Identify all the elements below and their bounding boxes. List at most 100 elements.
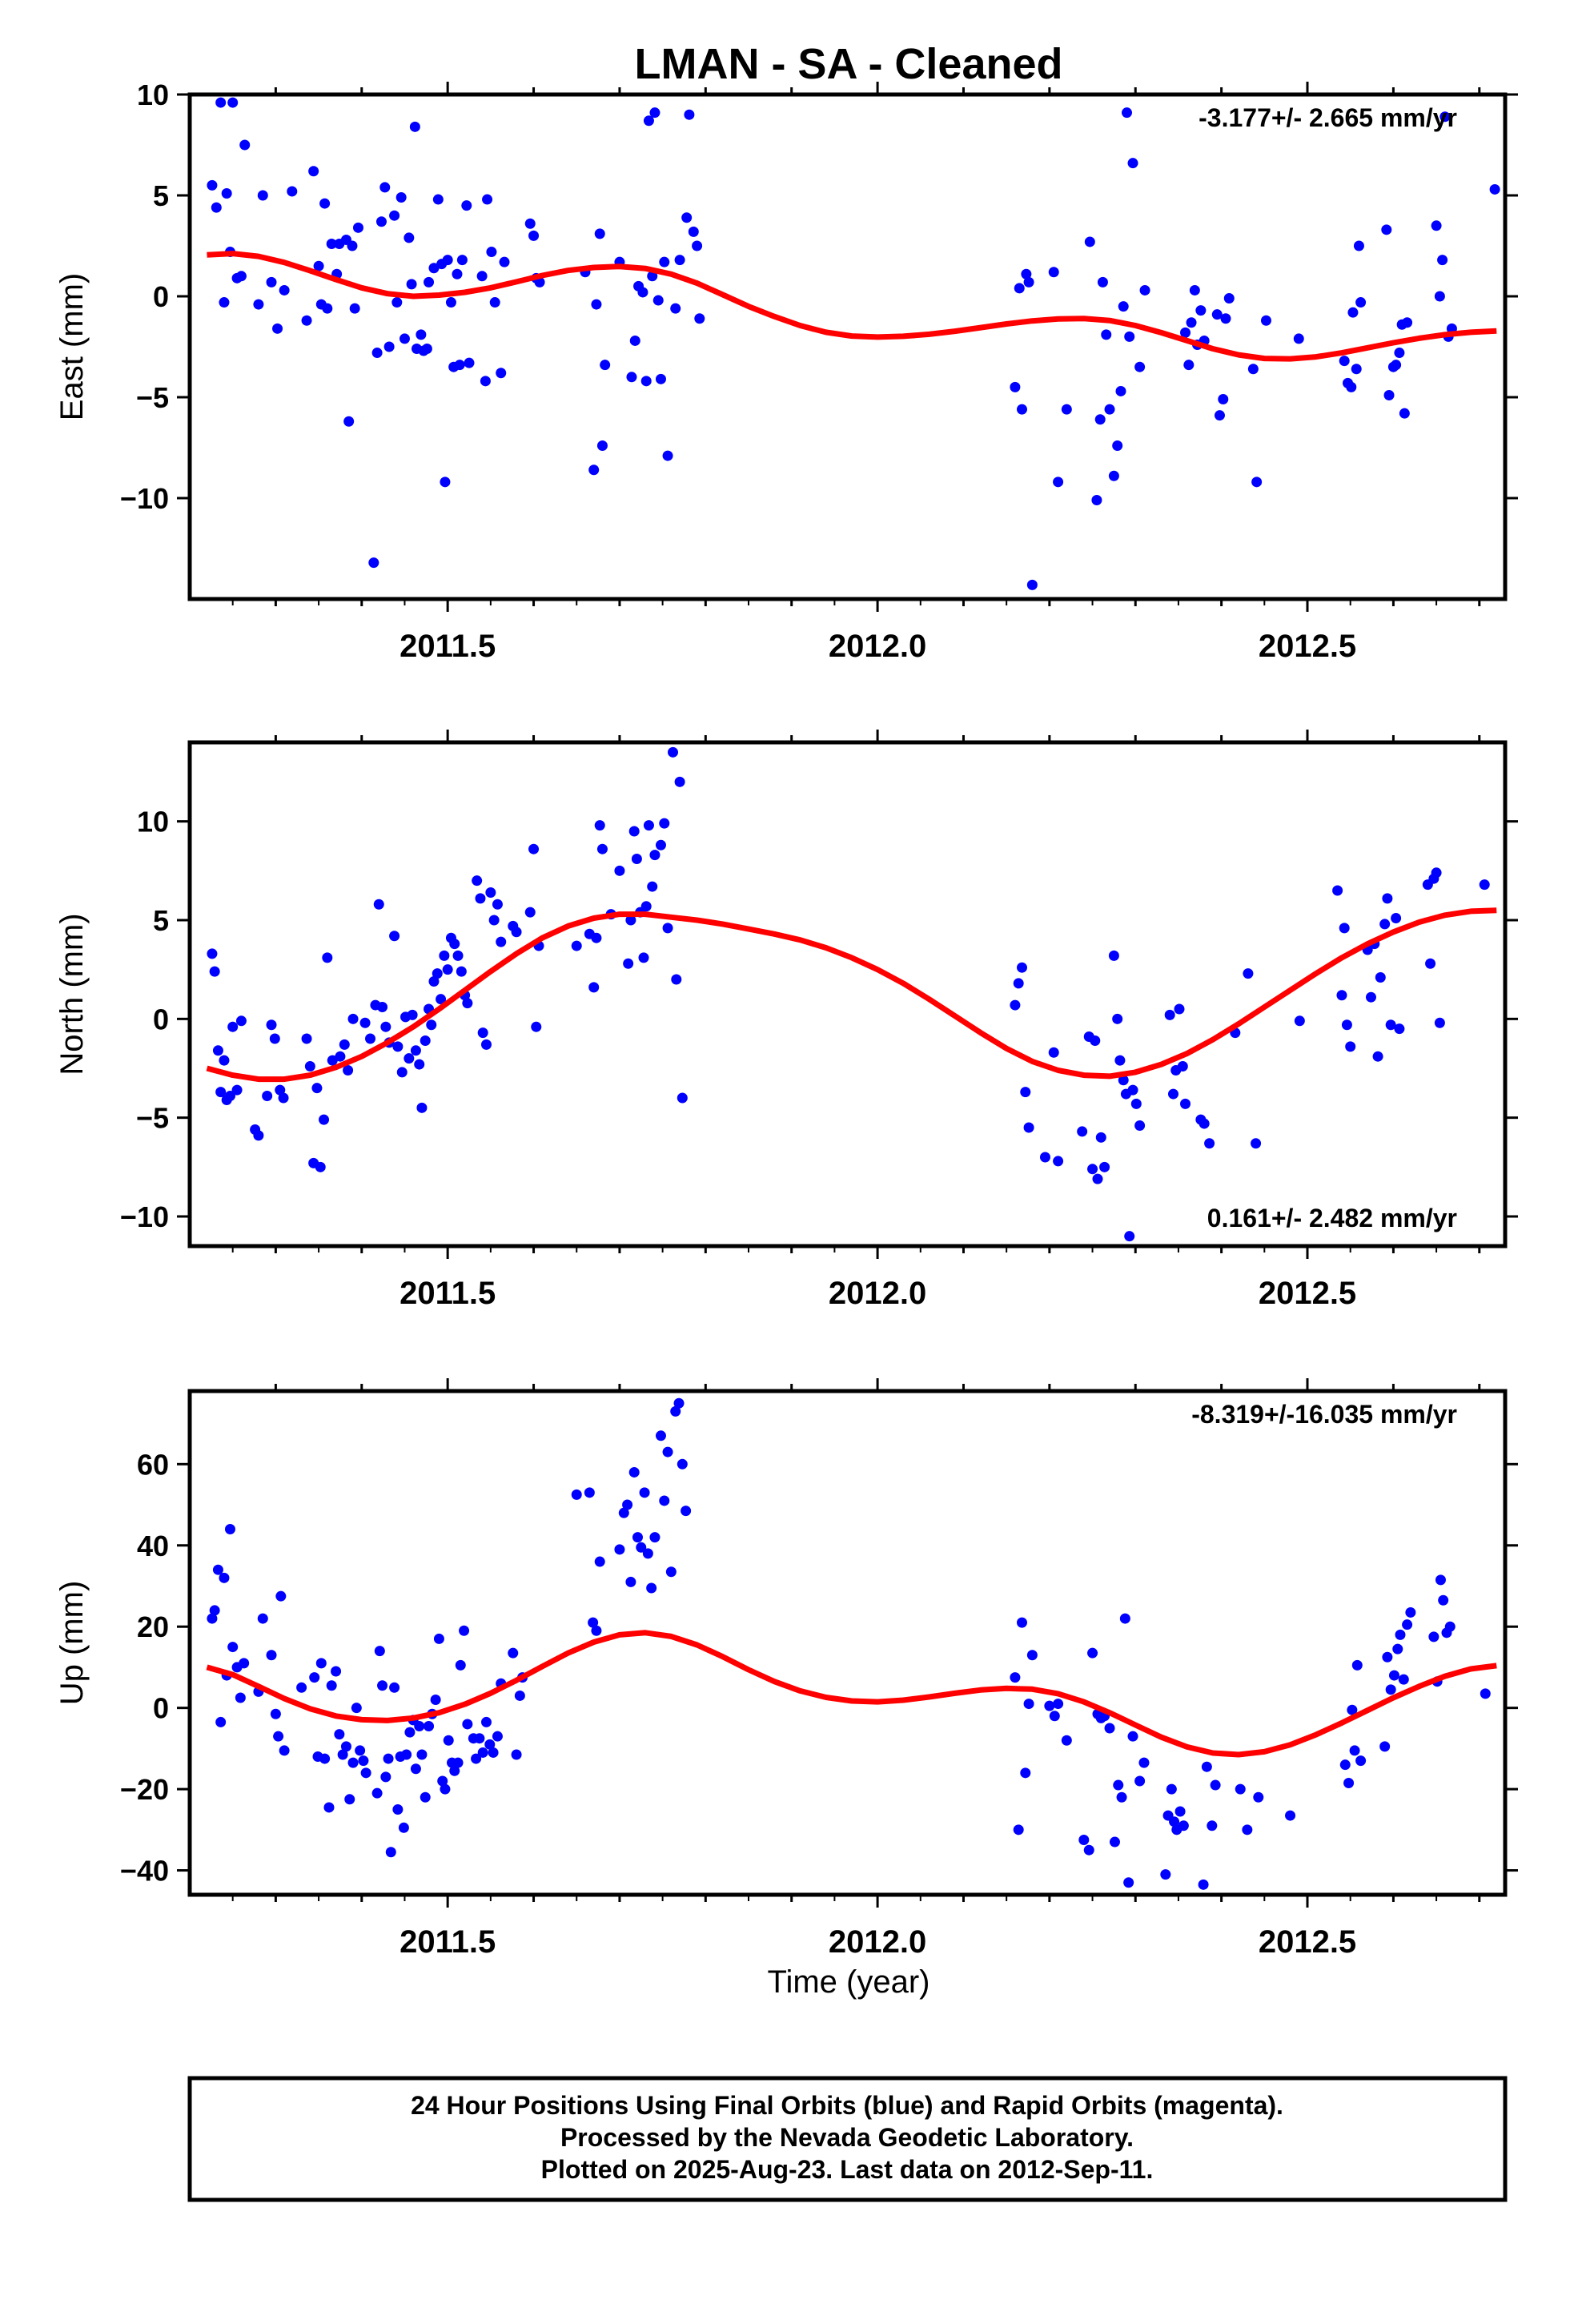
data-point	[1118, 1075, 1129, 1086]
data-point	[257, 190, 268, 201]
data-point	[1398, 1674, 1409, 1685]
data-point	[301, 315, 312, 326]
data-point	[1353, 240, 1364, 251]
data-point	[449, 1765, 460, 1776]
data-point	[588, 464, 600, 476]
data-point	[1183, 360, 1195, 371]
data-point	[484, 1739, 496, 1750]
data-point	[439, 950, 450, 961]
data-point	[339, 1039, 350, 1050]
rate-annotation: -3.177+/- 2.665 mm/yr	[1199, 103, 1457, 132]
data-point	[618, 1507, 629, 1518]
data-point	[524, 218, 536, 229]
data-point	[649, 850, 661, 861]
data-point	[1084, 236, 1095, 247]
data-layer	[206, 1397, 1497, 1890]
data-point	[301, 1033, 312, 1044]
data-point	[322, 952, 333, 963]
data-point	[640, 901, 652, 912]
data-point	[219, 1572, 230, 1583]
data-point	[358, 1755, 369, 1767]
data-point	[499, 256, 510, 267]
data-point	[392, 1041, 404, 1052]
data-point	[347, 1013, 359, 1024]
data-point	[209, 1605, 220, 1616]
data-point	[389, 210, 400, 221]
data-point	[1021, 268, 1032, 279]
data-point	[1434, 291, 1445, 302]
data-point	[1130, 1098, 1142, 1109]
data-point	[1253, 1791, 1264, 1803]
y-axis-label: North (mm)	[54, 913, 90, 1075]
data-point	[215, 1716, 227, 1727]
data-point	[1247, 364, 1259, 375]
data-point	[1251, 476, 1263, 488]
data-point	[1026, 579, 1038, 590]
footer-line-3: Plotted on 2025-Aug-23. Last data on 201…	[541, 2155, 1154, 2184]
data-point	[219, 297, 230, 308]
data-point	[456, 255, 468, 266]
data-point	[404, 1053, 415, 1064]
chart-title: LMAN - SA - Cleaned	[634, 40, 1062, 88]
data-point	[662, 450, 673, 461]
data-point	[671, 974, 682, 985]
data-point	[1124, 1231, 1135, 1242]
data-point	[1010, 999, 1021, 1011]
x-tick-label: 2011.5	[400, 1276, 496, 1311]
data-point	[215, 1087, 227, 1098]
data-point	[1391, 913, 1402, 924]
data-point	[275, 1084, 286, 1096]
data-point	[614, 1544, 625, 1555]
data-point	[1020, 1767, 1031, 1779]
data-point	[1235, 1783, 1246, 1795]
data-point	[212, 1045, 223, 1056]
data-point	[1294, 1015, 1305, 1027]
data-point	[1124, 331, 1135, 342]
data-point	[404, 1727, 416, 1738]
data-point	[377, 1002, 388, 1013]
data-point	[428, 975, 440, 987]
data-point	[1399, 408, 1410, 419]
data-point	[231, 1084, 243, 1096]
data-point	[1437, 255, 1448, 266]
data-point	[1134, 361, 1146, 372]
data-point	[340, 1741, 351, 1752]
data-point	[1104, 404, 1115, 415]
data-point	[1013, 1824, 1024, 1835]
data-point	[1242, 1824, 1253, 1835]
data-point	[1127, 158, 1138, 169]
panel-east: 2011.5 2012.0 2012.5 10 5 0 −5 −10 East (mm) -3.1…	[54, 78, 1518, 664]
data-point	[1122, 107, 1133, 119]
data-point	[1385, 1684, 1396, 1695]
data-point	[1204, 1138, 1215, 1149]
data-point	[1383, 389, 1395, 400]
rate-annotation: 0.161+/- 2.482 mm/yr	[1207, 1204, 1457, 1232]
data-point	[215, 97, 227, 108]
data-layer	[206, 746, 1497, 1242]
data-point	[1049, 1711, 1060, 1722]
data-point	[475, 893, 486, 904]
data-point	[368, 557, 379, 569]
data-point	[211, 202, 222, 213]
data-point	[1013, 978, 1024, 989]
data-point	[1014, 283, 1025, 294]
data-point	[591, 932, 602, 943]
data-point	[1382, 1651, 1393, 1663]
data-point	[588, 1617, 599, 1628]
data-point	[1425, 958, 1436, 969]
data-point	[1195, 305, 1207, 316]
data-point	[489, 297, 500, 308]
data-point	[674, 776, 685, 787]
data-point	[416, 1749, 428, 1760]
data-point	[477, 1747, 488, 1758]
data-point	[681, 212, 693, 223]
data-point	[1134, 1120, 1146, 1132]
data-point	[596, 843, 608, 854]
data-point	[477, 1027, 488, 1039]
data-point	[480, 1716, 492, 1727]
x-tick-label: 2012.5	[1259, 629, 1356, 664]
data-point	[480, 1039, 492, 1050]
data-point	[482, 194, 493, 205]
data-point	[655, 839, 666, 850]
data-point	[1061, 404, 1072, 415]
